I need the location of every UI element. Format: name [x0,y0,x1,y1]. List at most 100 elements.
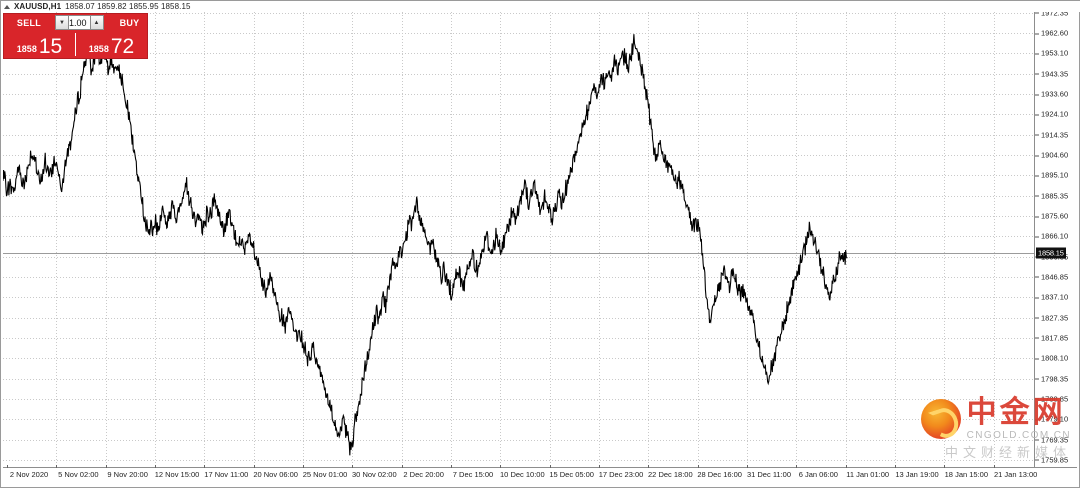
gridline-vertical [500,3,502,468]
price-tick-label: 1904.60 [1035,151,1068,160]
price-tick-label: 1817.85 [1035,333,1068,342]
sell-label[interactable]: SELL [16,17,42,28]
gridline-vertical [993,3,995,468]
tick-mark [1035,398,1039,400]
gridline-horizontal [3,175,1037,177]
chart-symbol-label: XAUUSD,H1 [14,2,62,11]
price-tick-label: 1866.10 [1035,232,1068,241]
gridline-horizontal [3,337,1037,339]
gridline-vertical [204,3,206,468]
gridline-vertical [155,3,156,468]
price-tick-label: 1953.10 [1035,49,1068,58]
gridline-horizontal [3,134,1037,136]
chart-plot-area[interactable] [3,3,1037,468]
tick-mark [796,465,798,468]
price-tick-label: 1779.10 [1035,415,1068,424]
time-tick-label: 5 Nov 02:00 [58,470,99,479]
tick-mark [303,465,304,468]
tick-mark [1035,459,1039,461]
tick-mark [1035,358,1039,360]
tick-mark [1035,236,1039,238]
volume-increment-button[interactable]: ▲ [89,15,104,30]
gridline-horizontal [3,73,1037,75]
gridline-horizontal [3,419,1037,421]
tick-mark [7,465,8,468]
gridline-vertical [451,3,452,468]
time-tick-label: 2 Dec 20:00 [403,470,444,479]
time-tick-label: 25 Nov 01:00 [302,470,348,479]
time-tick-label: 30 Nov 02:00 [352,470,397,479]
gridline-vertical [895,3,896,468]
tick-mark [1035,317,1039,319]
triangle-up-icon [4,4,10,9]
current-price-label: 1858.15 [1036,247,1066,259]
tick-mark [352,465,354,468]
gridline-vertical [796,3,798,468]
price-tick-label: 1972.35 [1035,8,1068,17]
gridline-horizontal [3,459,1037,461]
price-tick-label: 1798.35 [1035,374,1068,383]
gridline-vertical [401,3,403,468]
tick-mark [1035,378,1039,380]
chart-ohlc-values: 1858.07 1859.82 1855.95 1858.15 [65,2,191,11]
tick-mark [993,465,995,468]
gridline-horizontal [3,378,1037,380]
volume-input[interactable]: 1.00 [69,15,90,30]
gridline-horizontal [3,276,1037,278]
gridline-vertical [352,3,354,468]
tick-mark [549,465,551,468]
tick-mark [1035,175,1039,177]
price-tick-label: 1875.60 [1035,212,1068,221]
time-tick-label: 12 Nov 15:00 [154,470,200,479]
tick-mark [1035,337,1039,339]
time-tick-label: 21 Jan 13:00 [993,470,1038,479]
gridline-horizontal [3,114,1037,116]
time-tick-label: 2 Nov 2020 [9,470,49,479]
time-tick-label: 11 Jan 01:00 [846,470,890,479]
tick-mark [1035,73,1039,75]
tick-mark [253,465,255,468]
price-tick-label: 1943.35 [1035,69,1068,78]
tick-mark [648,465,650,468]
price-tick-label: 1769.35 [1035,435,1068,444]
tick-mark [401,465,403,468]
gridline-horizontal [3,236,1037,238]
tick-mark [1035,155,1039,157]
one-click-trading-panel: SELL ▼ 1.00 ▲ BUY 1858 15 1858 72 [3,13,148,59]
gridline-horizontal [3,358,1037,360]
chart-symbol-header: XAUUSD,H1 1858.07 1859.82 1855.95 1858.1… [1,1,1080,12]
time-tick-label: 22 Dec 18:00 [648,470,693,479]
buy-price-points: 72 [110,35,135,58]
price-tick-label: 1808.10 [1035,354,1068,363]
price-scale[interactable]: 1858.15 1972.35 1962.60 1953.10 1943.35 1933… [1034,3,1077,468]
tick-mark [1035,12,1039,14]
gridline-horizontal [3,94,1037,96]
tick-mark [599,465,600,468]
time-tick-label: 20 Nov 06:00 [253,470,298,479]
tick-mark [1035,114,1039,116]
price-tick-label: 1962.60 [1035,29,1068,38]
buy-label[interactable]: BUY [119,17,140,28]
gridline-vertical [549,3,551,468]
gridline-vertical [747,3,748,468]
price-tick-label: 1759.85 [1035,455,1068,464]
sell-button[interactable]: 1858 15 [4,31,75,58]
tick-mark [1035,195,1039,197]
price-tick-label: 1924.10 [1035,110,1068,119]
time-tick-label: 18 Jan 15:00 [944,470,989,479]
tick-mark [845,465,847,468]
volume-stepper[interactable]: ▼ 1.00 ▲ [55,15,104,30]
time-scale[interactable]: 2 Nov 2020 5 Nov 02:00 9 Nov 20:00 12 Nov 1… [3,465,1077,485]
tick-mark [944,465,946,468]
buy-button[interactable]: 1858 72 [76,31,147,58]
buy-price-whole: 1858 [88,44,109,54]
bid-price-line [3,253,1037,254]
tick-mark [1035,419,1039,421]
gridline-vertical [303,3,304,468]
sell-price-points: 15 [38,35,63,58]
oct-divider [75,33,76,56]
price-tick-label: 1827.35 [1035,313,1068,322]
chart-grid [3,3,1037,468]
volume-decrement-button[interactable]: ▼ [55,15,69,30]
